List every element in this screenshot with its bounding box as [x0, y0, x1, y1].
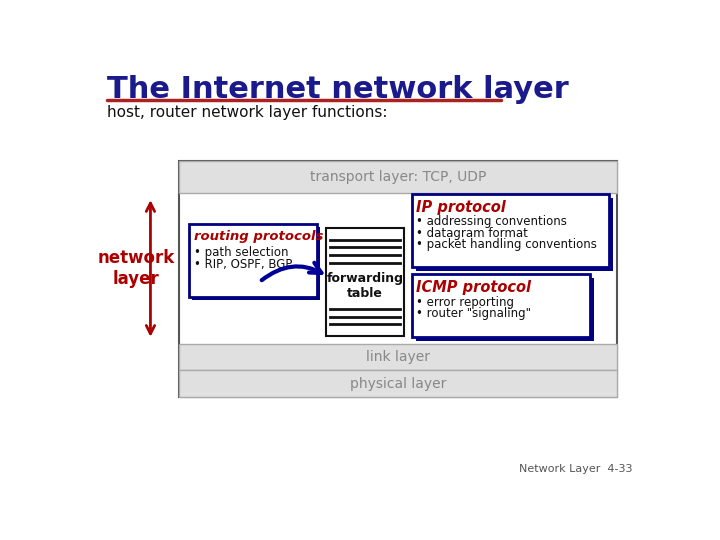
Text: link layer: link layer	[366, 350, 430, 364]
FancyBboxPatch shape	[192, 227, 320, 300]
Text: Network Layer  4-33: Network Layer 4-33	[519, 464, 632, 475]
FancyBboxPatch shape	[179, 343, 617, 370]
FancyBboxPatch shape	[415, 198, 613, 271]
Text: physical layer: physical layer	[350, 377, 446, 391]
Text: • path selection: • path selection	[194, 246, 288, 259]
Text: IP protocol: IP protocol	[416, 200, 506, 215]
Text: routing protocols: routing protocols	[194, 231, 323, 244]
FancyBboxPatch shape	[412, 194, 609, 267]
FancyBboxPatch shape	[179, 161, 617, 193]
Text: • router "signaling": • router "signaling"	[416, 307, 531, 320]
Text: The Internet network layer: The Internet network layer	[107, 75, 569, 104]
Text: host, router network layer functions:: host, router network layer functions:	[107, 105, 387, 120]
Text: • RIP, OSPF, BGP: • RIP, OSPF, BGP	[194, 258, 292, 271]
FancyBboxPatch shape	[189, 224, 317, 298]
FancyBboxPatch shape	[326, 228, 404, 336]
FancyBboxPatch shape	[412, 274, 590, 338]
Text: ICMP protocol: ICMP protocol	[416, 280, 531, 295]
Text: network
layer: network layer	[98, 249, 175, 288]
Text: • error reporting: • error reporting	[416, 296, 514, 309]
Text: • addressing conventions: • addressing conventions	[416, 215, 567, 228]
FancyBboxPatch shape	[179, 370, 617, 397]
Text: • packet handling conventions: • packet handling conventions	[416, 239, 597, 252]
Text: transport layer: TCP, UDP: transport layer: TCP, UDP	[310, 170, 486, 184]
FancyBboxPatch shape	[415, 278, 594, 341]
FancyBboxPatch shape	[179, 161, 617, 397]
Text: • datagram format: • datagram format	[416, 227, 528, 240]
Text: forwarding
table: forwarding table	[327, 272, 404, 300]
